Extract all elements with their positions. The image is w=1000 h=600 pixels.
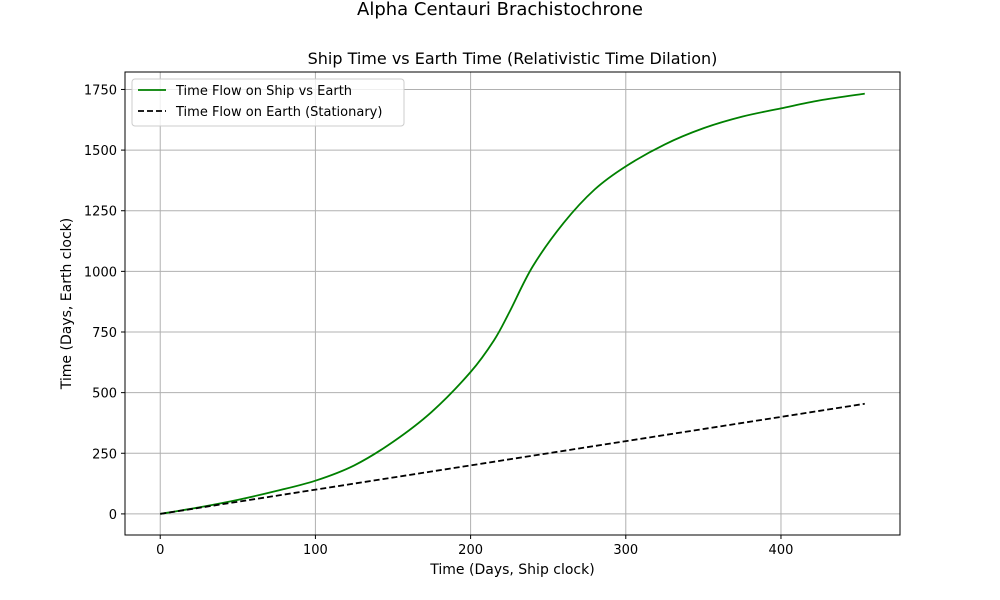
x-tick-label: 100	[303, 543, 328, 558]
y-tick-label: 250	[92, 447, 117, 462]
y-tick-label: 1250	[84, 205, 117, 220]
x-tick-label: 0	[156, 543, 164, 558]
y-tick-label: 500	[92, 387, 117, 402]
chart-title: Ship Time vs Earth Time (Relativistic Ti…	[308, 49, 718, 68]
series-line-earth	[160, 402, 865, 515]
grid	[125, 72, 900, 535]
x-tick-label: 300	[613, 543, 638, 558]
figure-suptitle: Alpha Centauri Brachistochrone	[357, 0, 643, 20]
series-layer	[160, 92, 865, 515]
x-tick-label: 200	[458, 543, 483, 558]
series-line-ship	[160, 92, 865, 515]
y-axis-label: Time (Days, Earth clock)	[59, 218, 75, 390]
ticks: 0 100 200 300 400 0 250 500 750 1000 1250 1500 1750	[84, 83, 793, 558]
y-tick-label: 1000	[84, 265, 117, 280]
y-tick-label: 750	[92, 326, 117, 341]
legend: Time Flow on Ship vs Earth Time Flow on …	[131, 78, 405, 127]
legend-label-earth: Time Flow on Earth (Stationary)	[175, 105, 382, 120]
x-tick-label: 400	[769, 543, 794, 558]
y-tick-label: 1750	[84, 83, 117, 98]
y-tick-label: 1500	[84, 144, 117, 159]
legend-box	[131, 78, 405, 127]
plot-frame	[124, 71, 901, 536]
x-axis-label: Time (Days, Ship clock)	[429, 562, 594, 578]
y-tick-label: 0	[109, 508, 117, 523]
legend-label-ship: Time Flow on Ship vs Earth	[175, 84, 352, 99]
